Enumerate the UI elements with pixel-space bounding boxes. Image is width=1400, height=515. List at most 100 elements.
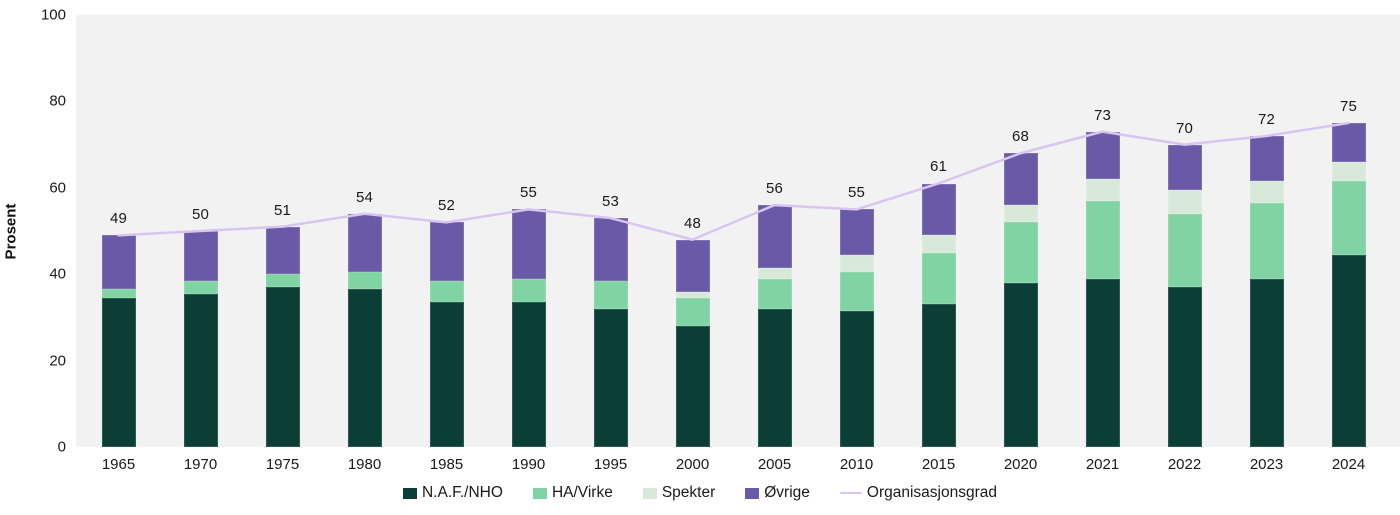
bar-1985[interactable] — [429, 222, 464, 447]
bar-segment-n-a-f-nho[interactable] — [511, 302, 546, 447]
bar-segment--vrige[interactable] — [1249, 135, 1284, 182]
legend-label: N.A.F./NHO — [421, 484, 503, 501]
bar-segment-n-a-f-nho[interactable] — [1331, 254, 1366, 447]
legend-label: Øvrige — [764, 484, 810, 501]
bar-total-label: 73 — [1093, 106, 1112, 124]
x-tick-1975: 1975 — [265, 456, 300, 473]
bar-segment-ha-virke[interactable] — [839, 272, 874, 311]
bar-segment--vrige[interactable] — [511, 209, 546, 279]
bar-segment-n-a-f-nho[interactable] — [593, 308, 628, 447]
legend: N.A.F./NHO HA/Virke Spekter Øvrige Organisas… — [0, 484, 1400, 502]
bar-segment-ha-virke[interactable] — [593, 280, 628, 309]
bar-1975[interactable] — [265, 226, 300, 447]
x-tick-2010: 2010 — [839, 456, 874, 473]
bar-segment-n-a-f-nho[interactable] — [265, 287, 300, 447]
bar-total-label: 50 — [191, 206, 210, 223]
bar-2010[interactable] — [839, 209, 874, 447]
bar-segment--vrige[interactable] — [593, 218, 628, 281]
bar-segment-n-a-f-nho[interactable] — [183, 293, 218, 447]
bar-segment-ha-virke[interactable] — [429, 280, 464, 303]
bar-1980[interactable] — [347, 213, 382, 447]
bar-segment-n-a-f-nho[interactable] — [101, 297, 136, 447]
bar-segment-ha-virke[interactable] — [101, 289, 136, 298]
y-tick-80: 80 — [49, 92, 66, 110]
y-tick-20: 20 — [49, 352, 66, 370]
bar-segment-n-a-f-nho[interactable] — [921, 304, 956, 447]
bar-2021[interactable] — [1085, 131, 1120, 447]
bar-segment-ha-virke[interactable] — [675, 297, 710, 327]
bar-segment-spekter[interactable] — [1167, 189, 1202, 214]
legend-item-spekter[interactable]: Spekter — [642, 484, 715, 502]
bar-total-label: 52 — [437, 197, 456, 215]
bar-segment-n-a-f-nho[interactable] — [1003, 282, 1038, 447]
bar-1990[interactable] — [511, 209, 546, 447]
bar-segment--vrige[interactable] — [839, 209, 874, 255]
bar-2000[interactable] — [675, 239, 710, 447]
bar-total-label: 75 — [1339, 98, 1358, 115]
bar-1965[interactable] — [101, 235, 136, 447]
bar-segment-spekter[interactable] — [675, 291, 710, 298]
bar-segment--vrige[interactable] — [101, 235, 136, 290]
bar-segment-n-a-f-nho[interactable] — [1085, 278, 1120, 447]
bar-segment-ha-virke[interactable] — [1003, 222, 1038, 283]
bar-segment-ha-virke[interactable] — [1167, 213, 1202, 288]
bar-total-label: 56 — [765, 180, 784, 198]
bar-segment--vrige[interactable] — [921, 183, 956, 236]
bar-segment-spekter[interactable] — [839, 254, 874, 273]
bar-segment-spekter[interactable] — [1249, 181, 1284, 203]
x-tick-2020: 2020 — [1003, 456, 1038, 473]
bar-segment-spekter[interactable] — [757, 267, 792, 279]
bar-segment--vrige[interactable] — [183, 231, 218, 281]
bar-2015[interactable] — [921, 183, 956, 447]
legend-item-ovrige[interactable]: Øvrige — [745, 484, 810, 502]
bar-segment-spekter[interactable] — [1331, 161, 1366, 182]
bar-segment-n-a-f-nho[interactable] — [1249, 278, 1284, 447]
x-tick-2023: 2023 — [1249, 456, 1284, 473]
bar-segment--vrige[interactable] — [429, 222, 464, 281]
legend-item-naf_nho[interactable]: N.A.F./NHO — [402, 484, 503, 502]
bar-2024[interactable] — [1331, 123, 1366, 447]
legend-item-orggrad[interactable]: Organisasjonsgrad — [839, 484, 997, 502]
bar-segment--vrige[interactable] — [347, 213, 382, 273]
bar-1995[interactable] — [593, 218, 628, 447]
x-tick-2015: 2015 — [921, 456, 956, 473]
bar-segment-n-a-f-nho[interactable] — [1167, 287, 1202, 447]
bar-segment--vrige[interactable] — [1331, 123, 1366, 162]
bar-segment--vrige[interactable] — [1003, 153, 1038, 206]
legend-swatch-icon — [402, 487, 417, 499]
y-tick-0: 0 — [57, 438, 66, 456]
x-tick-2021: 2021 — [1085, 456, 1120, 473]
legend-item-ha_virke[interactable]: HA/Virke — [532, 484, 613, 502]
bar-segment-spekter[interactable] — [1085, 179, 1120, 201]
bar-2005[interactable] — [757, 205, 792, 447]
bar-1970[interactable] — [183, 231, 218, 447]
bar-2023[interactable] — [1249, 135, 1284, 447]
bar-segment-ha-virke[interactable] — [757, 278, 792, 309]
bar-segment-ha-virke[interactable] — [347, 272, 382, 290]
bar-segment-ha-virke[interactable] — [1249, 202, 1284, 279]
legend-swatch-icon — [532, 487, 547, 499]
bar-2022[interactable] — [1167, 144, 1202, 447]
bar-segment-n-a-f-nho[interactable] — [757, 308, 792, 447]
x-tick-2024: 2024 — [1331, 456, 1366, 473]
bar-segment-ha-virke[interactable] — [511, 278, 546, 303]
bar-segment-spekter[interactable] — [1003, 205, 1038, 223]
bar-segment-n-a-f-nho[interactable] — [347, 289, 382, 447]
bar-2020[interactable] — [1003, 153, 1038, 447]
bar-segment-ha-virke[interactable] — [921, 252, 956, 305]
bar-segment--vrige[interactable] — [1167, 144, 1202, 190]
bar-segment-n-a-f-nho[interactable] — [429, 302, 464, 447]
x-tick-2005: 2005 — [757, 456, 792, 473]
bar-segment-n-a-f-nho[interactable] — [839, 310, 874, 447]
bar-segment--vrige[interactable] — [1085, 131, 1120, 180]
bar-segment-spekter[interactable] — [921, 235, 956, 253]
bar-segment-n-a-f-nho[interactable] — [675, 326, 710, 447]
legend-swatch-icon — [745, 487, 760, 499]
bar-segment--vrige[interactable] — [265, 226, 300, 275]
bar-segment-ha-virke[interactable] — [1085, 200, 1120, 279]
bar-segment-ha-virke[interactable] — [1331, 181, 1366, 255]
bar-segment-ha-virke[interactable] — [183, 280, 218, 294]
bar-segment--vrige[interactable] — [757, 205, 792, 268]
bar-segment--vrige[interactable] — [675, 239, 710, 292]
bar-segment-ha-virke[interactable] — [265, 274, 300, 288]
